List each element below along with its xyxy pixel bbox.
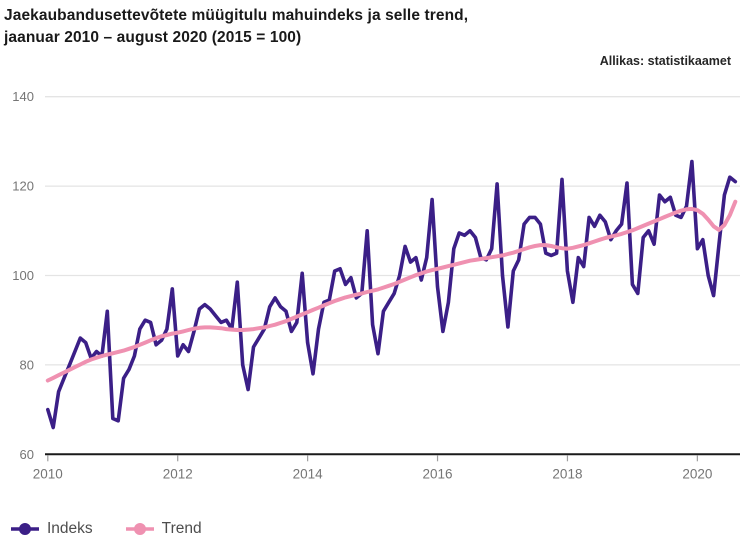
x-axis-tick-label: 2014 <box>293 466 324 481</box>
x-axis-tick-label: 2020 <box>682 466 712 481</box>
legend-label-indeks: Indeks <box>47 520 93 537</box>
series-line-trend <box>45 199 738 383</box>
y-axis-tick-label: 60 <box>20 447 34 462</box>
series-line-indeks <box>45 159 738 430</box>
legend-item-indeks: Indeks <box>10 520 93 538</box>
y-axis-tick-label: 140 <box>12 89 34 104</box>
y-axis-tick-label: 80 <box>20 357 34 372</box>
page-title: Jaekaubandusettevõtete müügitulu mahuind… <box>4 5 644 49</box>
source-label: Allikas: statistikaamet <box>599 54 731 68</box>
trend-line-marker-icon <box>125 523 154 535</box>
chart-legend: Indeks Trend <box>10 520 202 538</box>
legend-label-trend: Trend <box>161 520 202 537</box>
title-line-1: Jaekaubandusettevõtete müügitulu mahuind… <box>4 7 469 24</box>
y-axis-tick-label: 120 <box>12 179 34 194</box>
indeks-line-marker-icon <box>11 523 39 535</box>
x-axis-tick-label: 2016 <box>423 466 453 481</box>
x-axis-tick-label: 2010 <box>33 466 63 481</box>
x-axis-tick-label: 2018 <box>552 466 582 481</box>
x-axis-tick-label: 2012 <box>163 466 193 481</box>
title-line-2: jaanuar 2010 – august 2020 (2015 = 100) <box>4 29 302 46</box>
legend-item-trend: Trend <box>125 520 202 538</box>
y-axis-tick-label: 100 <box>12 268 34 283</box>
